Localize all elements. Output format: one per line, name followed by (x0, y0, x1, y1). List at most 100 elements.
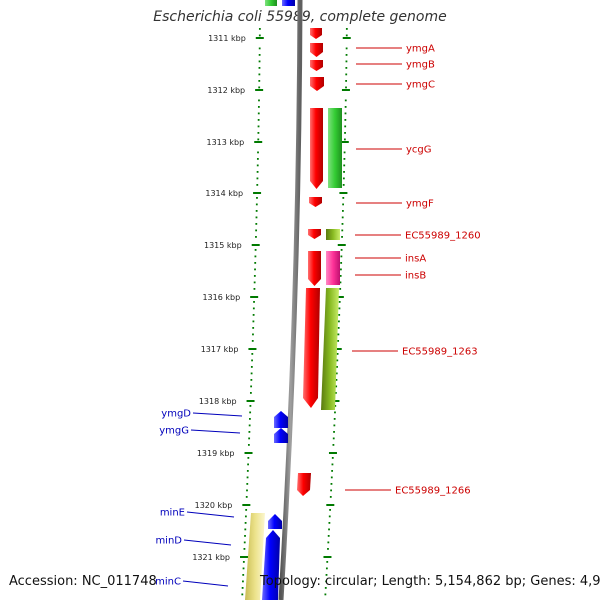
ruler-dot-left (258, 80, 261, 82)
ruler-dot-right (343, 164, 346, 167)
ruler-dot-right (335, 372, 338, 375)
feature-block-green[interactable] (265, 0, 277, 6)
ruler-dot-left (252, 327, 255, 329)
ruler-dot-right (341, 229, 344, 232)
ruler-dot-left (249, 392, 252, 394)
feature-block-blue[interactable] (282, 0, 295, 6)
feature-insA-pink[interactable] (326, 251, 340, 285)
gene-label-ymgF[interactable]: ymgF (406, 199, 434, 210)
gene-label-minD[interactable]: minD (155, 536, 182, 547)
ruler-tick-left (248, 348, 257, 350)
gene-minD-arrow[interactable] (262, 530, 280, 600)
ruler-dot-right (333, 431, 335, 433)
ruler-dot-left (241, 587, 244, 589)
ruler-tick-right (341, 89, 350, 91)
ruler-dot-right (340, 262, 343, 264)
gene-EC55989_1260-arrow[interactable] (308, 229, 321, 239)
gene-label-ymgD[interactable]: ymgD (161, 409, 191, 420)
ruler-dot-left (242, 580, 244, 583)
gene-ymgC-arrow[interactable] (310, 77, 324, 91)
ruler-dot-right (331, 457, 334, 459)
ruler-dot-left (247, 457, 250, 459)
ruler-dot-left (257, 112, 260, 115)
ruler-tick-left (242, 504, 251, 506)
gene-ymgD-arrow[interactable] (274, 411, 288, 428)
ruler-dot-left (250, 372, 253, 375)
gene-label-minC[interactable]: minC (155, 577, 181, 588)
gene-label-ymgG[interactable]: ymgG (159, 426, 189, 437)
gene-ymgA-arrow[interactable] (310, 28, 322, 39)
feature-min-khaki[interactable] (245, 513, 265, 600)
ruler-dot-right (345, 67, 348, 69)
gene-ymgA2-arrow[interactable] (310, 60, 323, 71)
gene-label-EC55989_1263[interactable]: EC55989_1263 (402, 347, 478, 358)
ruler-dot-right (329, 496, 332, 498)
feature-ycgG-green[interactable] (328, 108, 342, 188)
ruler-label: 1319 kbp (197, 449, 235, 458)
ruler-dot-right (337, 340, 340, 342)
gene-label-insB[interactable]: insB (405, 271, 426, 282)
gene-insA-arrow[interactable] (308, 251, 321, 286)
gene-EC55989_1266-arrow[interactable] (297, 473, 311, 496)
gene-ymgF-arrow[interactable] (309, 197, 322, 207)
gene-ymgB-arrow[interactable] (310, 43, 323, 57)
gene-label-ycgG[interactable]: ycgG (406, 145, 432, 156)
ruler-dot-right (343, 171, 345, 173)
genome-summary-text: Topology: circular; Length: 5,154,862 bp… (260, 574, 600, 589)
gene-label-minE[interactable]: minE (160, 508, 185, 519)
ruler-dot-right (343, 151, 346, 154)
ruler-tick-right (323, 556, 332, 558)
ruler-dot-left (248, 424, 251, 427)
gene-label-EC55989_1260[interactable]: EC55989_1260 (405, 231, 481, 242)
ruler-tick-right (328, 452, 337, 454)
ruler-dot-left (252, 314, 255, 316)
ruler-dot-left (255, 210, 258, 212)
ruler-dot-right (332, 444, 335, 446)
ruler-dot-left (246, 483, 249, 485)
ruler-dot-left (242, 574, 245, 576)
gene-EC55989_1263-arrow[interactable] (303, 288, 320, 408)
gene-ycgG-arrow[interactable] (310, 108, 323, 189)
ruler-dot-left (241, 593, 244, 596)
ruler-dot-right (325, 580, 328, 583)
ruler-dot-right (338, 307, 341, 310)
ruler-dot-right (345, 60, 348, 63)
ruler-dot-right (332, 437, 335, 440)
ruler-tick-right (340, 141, 349, 143)
ruler-dot-right (342, 197, 345, 199)
ruler-dot-right (331, 470, 334, 472)
gene-label-ymgB[interactable]: ymgB (406, 60, 435, 71)
ruler-dot-right (330, 483, 333, 485)
ruler-dot-left (252, 333, 254, 336)
leader-line (186, 511, 235, 518)
gene-ymgG-arrow[interactable] (274, 428, 288, 443)
ruler-dot-left (246, 489, 248, 492)
ruler-dot-left (252, 320, 255, 323)
gene-label-insA[interactable]: insA (405, 254, 426, 265)
gene-label-ymgA[interactable]: ymgA (406, 44, 435, 55)
ruler-label: 1313 kbp (207, 138, 245, 147)
ruler-dot-right (338, 314, 341, 316)
gene-minE-arrow[interactable] (268, 514, 282, 529)
ruler-dot-left (248, 431, 251, 433)
ruler-dot-left (257, 138, 260, 141)
feature-EC55989_1260-olive[interactable] (326, 229, 340, 240)
ruler-label: 1318 kbp (199, 397, 237, 406)
ruler-tick-left (255, 37, 264, 39)
gene-label-EC55989_1266[interactable]: EC55989_1266 (395, 486, 471, 497)
ruler-dot-right (339, 288, 342, 290)
gene-label-ymgC[interactable]: ymgC (406, 80, 435, 91)
ruler-dot-left (251, 359, 253, 362)
ruler-dot-right (345, 47, 348, 50)
ruler-tick-left (251, 244, 260, 246)
ruler-dot-right (327, 541, 330, 544)
ruler-dot-right (343, 158, 346, 160)
ruler-dot-left (248, 437, 251, 440)
ruler-dot-left (251, 340, 254, 342)
ruler-dot-right (344, 125, 347, 128)
feature-EC55989_1263-olive[interactable] (321, 288, 339, 410)
ruler-dot-right (327, 535, 330, 537)
ruler-dot-right (341, 223, 344, 225)
ruler-dot-left (247, 444, 250, 446)
ruler-label: 1321 kbp (192, 553, 230, 562)
